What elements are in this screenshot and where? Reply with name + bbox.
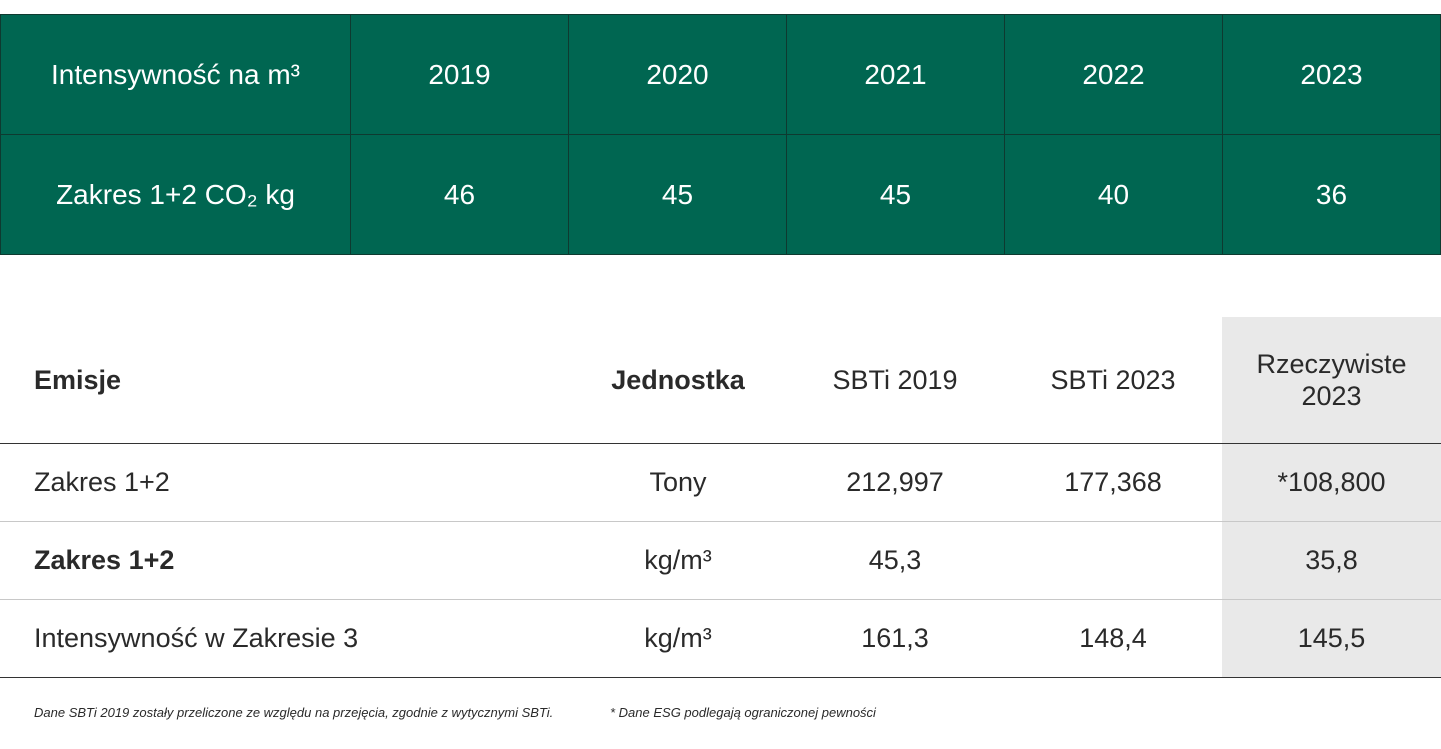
intensity-value-2022: 40 xyxy=(1004,134,1223,255)
header-emissions: Emisje xyxy=(0,317,570,444)
intensity-year-2019: 2019 xyxy=(350,14,569,135)
row-sbti-2023: 177,368 xyxy=(1004,443,1222,522)
row-actual-2023: *108,800 xyxy=(1222,443,1441,522)
intensity-table: Intensywność na m³ 2019 2020 2021 2022 2… xyxy=(0,14,1441,255)
intensity-value-2021: 45 xyxy=(786,134,1005,255)
emissions-table: Emisje Jednostka SBTi 2019 SBTi 2023 Rze… xyxy=(0,317,1441,678)
row-sbti-2019: 212,997 xyxy=(786,443,1004,522)
table-row: Zakres 1+2 Tony 212,997 177,368 *108,800 xyxy=(0,443,1441,522)
row-sbti-2023: 148,4 xyxy=(1004,599,1222,678)
emissions-header-row: Emisje Jednostka SBTi 2019 SBTi 2023 Rze… xyxy=(0,317,1441,444)
intensity-year-2022: 2022 xyxy=(1004,14,1223,135)
table-row: Intensywność w Zakresie 3 kg/m³ 161,3 14… xyxy=(0,599,1441,678)
intensity-header-row: Intensywność na m³ 2019 2020 2021 2022 2… xyxy=(0,14,1441,135)
header-sbti-2019: SBTi 2019 xyxy=(786,317,1004,444)
header-sbti-2023: SBTi 2023 xyxy=(1004,317,1222,444)
row-sbti-2019: 161,3 xyxy=(786,599,1004,678)
row-label: Zakres 1+2 xyxy=(0,521,570,600)
row-unit: kg/m³ xyxy=(570,521,786,600)
header-actual-2023-label: Rzeczywiste 2023 xyxy=(1256,349,1407,411)
row-sbti-2023 xyxy=(1004,521,1222,600)
row-actual-2023: 35,8 xyxy=(1222,521,1441,600)
footnote-sbti-recalculation: Dane SBTi 2019 zostały przeliczone ze wz… xyxy=(34,705,554,720)
row-actual-2023: 145,5 xyxy=(1222,599,1441,678)
footnote-esg-assurance: * Dane ESG podlegają ograniczonej pewnoś… xyxy=(610,705,876,720)
row-label: Zakres 1+2 xyxy=(0,443,570,522)
row-unit: Tony xyxy=(570,443,786,522)
intensity-year-2023: 2023 xyxy=(1222,14,1441,135)
intensity-year-2021: 2021 xyxy=(786,14,1005,135)
intensity-year-2020: 2020 xyxy=(568,14,787,135)
intensity-row-label: Zakres 1+2 CO₂ kg xyxy=(0,134,351,255)
row-label: Intensywność w Zakresie 3 xyxy=(0,599,570,678)
row-unit: kg/m³ xyxy=(570,599,786,678)
intensity-value-2023: 36 xyxy=(1222,134,1441,255)
row-sbti-2019: 45,3 xyxy=(786,521,1004,600)
header-actual-2023: Rzeczywiste 2023 xyxy=(1222,317,1441,444)
table-row: Zakres 1+2 kg/m³ 45,3 35,8 xyxy=(0,521,1441,600)
header-unit: Jednostka xyxy=(570,317,786,444)
intensity-value-2020: 45 xyxy=(568,134,787,255)
intensity-data-row: Zakres 1+2 CO₂ kg 46 45 45 40 36 xyxy=(0,134,1441,255)
intensity-header-label: Intensywność na m³ xyxy=(0,14,351,135)
intensity-value-2019: 46 xyxy=(350,134,569,255)
